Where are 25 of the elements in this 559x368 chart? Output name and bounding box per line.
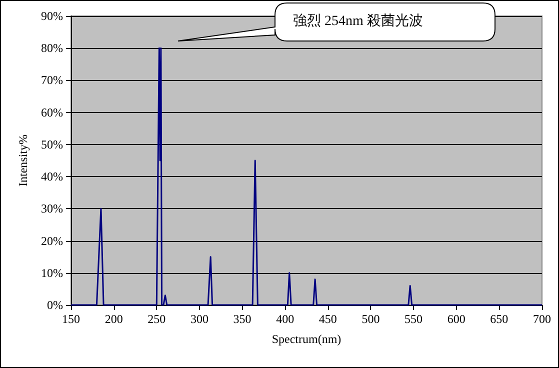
x-tick-label: 500 <box>362 312 380 326</box>
y-tick-label: 90% <box>41 9 63 23</box>
annotation: 強烈 254nm 殺菌光波 <box>293 12 423 30</box>
y-tick-label: 50% <box>41 137 63 152</box>
y-tick-label: 60% <box>41 105 63 120</box>
y-tick-label: 30% <box>41 202 63 216</box>
x-tick-label: 400 <box>276 312 294 326</box>
y-axis-title: Intensity% <box>16 134 30 186</box>
x-tick-label: 650 <box>490 312 508 326</box>
y-tick-label: 0% <box>47 298 63 312</box>
x-axis-title: Spectrum(nm) <box>272 332 342 346</box>
x-tick-label: 200 <box>104 312 123 326</box>
y-tick-label: 80% <box>41 41 63 56</box>
y-tick-label: 20% <box>41 234 63 248</box>
y-tick-label: 40% <box>41 170 63 184</box>
y-tick-label: 70% <box>41 73 63 88</box>
y-tick-label: 10% <box>41 266 63 280</box>
x-tick-label: 600 <box>447 312 466 326</box>
x-tick-label: 450 <box>318 312 337 326</box>
x-tick-label: 250 <box>148 312 166 326</box>
x-tick-label: 700 <box>533 312 551 326</box>
x-tick-label: 550 <box>404 312 423 326</box>
x-tick-label: 150 <box>62 312 80 326</box>
x-tick-label: 350 <box>233 312 252 326</box>
x-tick-label: 300 <box>190 312 208 326</box>
